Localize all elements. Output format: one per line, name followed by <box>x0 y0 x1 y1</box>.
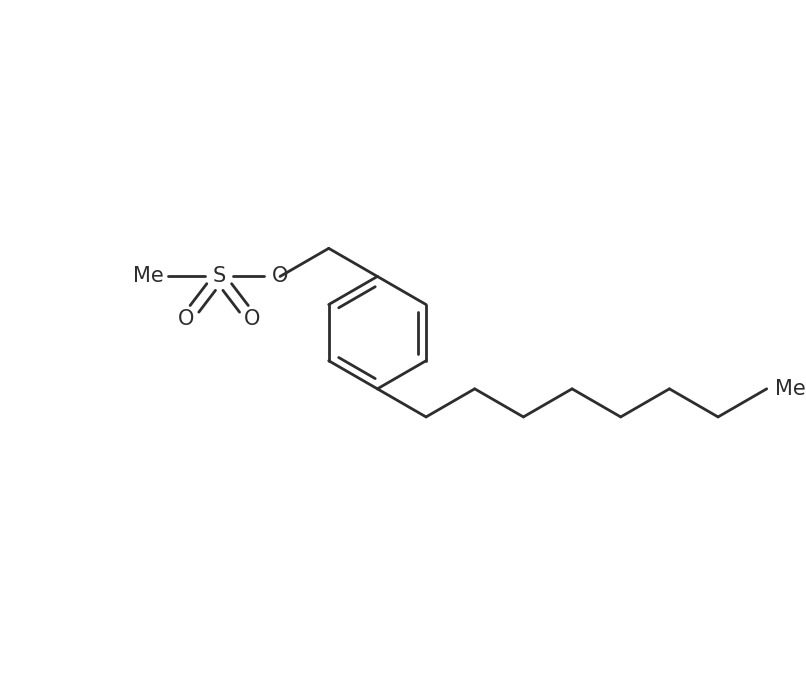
Text: S: S <box>213 267 226 286</box>
Text: O: O <box>272 267 289 286</box>
Text: O: O <box>178 309 194 330</box>
Text: Me: Me <box>775 379 805 399</box>
Text: O: O <box>243 309 260 330</box>
Text: Me: Me <box>133 267 164 286</box>
